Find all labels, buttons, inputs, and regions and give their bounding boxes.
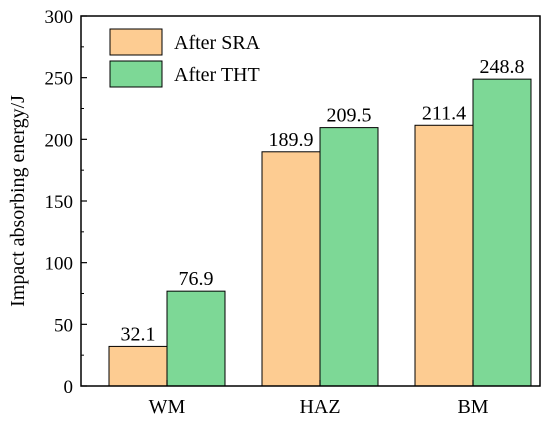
data-label-bm-series-1: 211.4 (422, 102, 466, 124)
legend: After SRA After THT (109, 28, 261, 88)
bar-wm-series-2 (166, 290, 226, 387)
bar-wm-series-1 (108, 345, 168, 387)
data-label-wm-series-2: 76.9 (179, 268, 214, 290)
legend-swatch-series-2 (109, 60, 163, 88)
y-tick-label-100: 100 (45, 254, 74, 275)
axis-ticks-group: WM HAZ BM 0 50 100 150 200 250 300 (45, 7, 489, 418)
y-tick-label-250: 250 (45, 69, 74, 90)
legend-label-series-1: After SRA (174, 32, 261, 54)
bar-bm-series-2 (472, 78, 532, 387)
data-label-wm-series-1: 32.1 (121, 323, 156, 345)
y-tick-label-0: 0 (64, 377, 74, 398)
y-axis-label: Impact absorbing energy/J (7, 95, 29, 307)
plot-frame (80, 15, 541, 387)
x-tick-label-wm: WM (149, 396, 186, 418)
y-tick-label-300: 300 (45, 7, 74, 28)
y-tick-label-150: 150 (45, 192, 74, 213)
legend-label-series-2: After THT (174, 64, 260, 86)
data-label-haz-series-1: 189.9 (269, 129, 314, 151)
data-label-haz-series-2: 209.5 (327, 105, 372, 127)
bar-haz-series-1 (261, 151, 321, 387)
bar-bm-series-1 (414, 124, 474, 387)
data-labels-group: 32.1 76.9 189.9 209.5 211.4 248.8 (121, 56, 525, 345)
legend-swatch-series-1 (109, 28, 163, 56)
bar-haz-series-2 (319, 127, 379, 387)
x-tick-label-haz: HAZ (299, 396, 340, 418)
y-tick-label-200: 200 (45, 130, 74, 151)
y-tick-label-50: 50 (54, 315, 73, 336)
x-tick-label-bm: BM (457, 396, 488, 418)
data-label-bm-series-2: 248.8 (480, 56, 525, 78)
bars-group (108, 78, 532, 387)
